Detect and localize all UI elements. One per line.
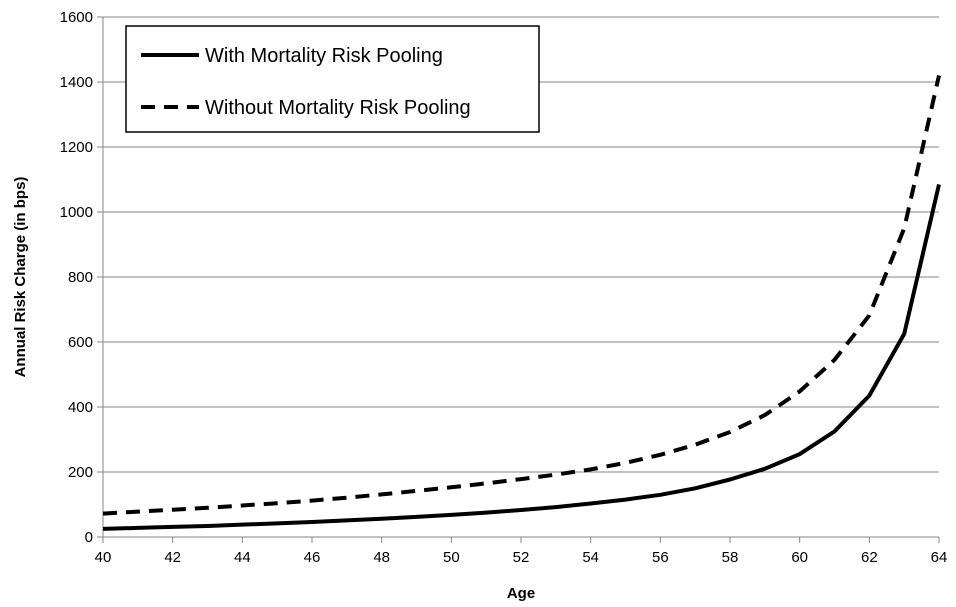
- legend-label-with-pooling: With Mortality Risk Pooling: [205, 45, 443, 67]
- x-tick-label: 42: [164, 549, 181, 566]
- x-tick-label: 46: [304, 549, 321, 566]
- y-tick-label: 1200: [60, 139, 93, 156]
- y-tick-label: 1000: [60, 204, 93, 221]
- y-tick-label: 200: [68, 464, 93, 481]
- y-axis-title: Annual Risk Charge (in bps): [12, 177, 29, 378]
- x-tick-label: 48: [373, 549, 390, 566]
- x-tick-label: 64: [931, 549, 948, 566]
- y-tick-label: 1400: [60, 74, 93, 91]
- x-tick-label: 40: [95, 549, 112, 566]
- y-tick-label: 800: [68, 269, 93, 286]
- legend: With Mortality Risk Pooling Without Mort…: [125, 25, 540, 133]
- x-tick-label: 54: [582, 549, 599, 566]
- x-tick-label: 62: [861, 549, 878, 566]
- y-tick-label: 1600: [60, 9, 93, 26]
- series-layer: [102, 75, 941, 531]
- x-axis-title: Age: [507, 585, 535, 602]
- x-tick-label: 60: [791, 549, 808, 566]
- x-tick-label: 50: [443, 549, 460, 566]
- x-tick-label: 56: [652, 549, 669, 566]
- y-tick-label: 600: [68, 334, 93, 351]
- x-tick-label: 44: [234, 549, 251, 566]
- x-tick-label: 58: [722, 549, 739, 566]
- series-line-without-pooling: [102, 75, 941, 516]
- y-axis-ticks: 0 200 400 600 800 1000 1200 1400 1600: [60, 9, 103, 546]
- legend-label-without-pooling: Without Mortality Risk Pooling: [205, 97, 471, 119]
- series-line-with-pooling: [102, 183, 941, 531]
- x-axis-ticks: 40 42 44 46 48 50 52 54 56 58 60 62 64: [95, 537, 948, 566]
- y-tick-label: 0: [85, 529, 93, 546]
- y-tick-label: 400: [68, 399, 93, 416]
- x-tick-label: 52: [513, 549, 530, 566]
- legend-box: [125, 25, 540, 133]
